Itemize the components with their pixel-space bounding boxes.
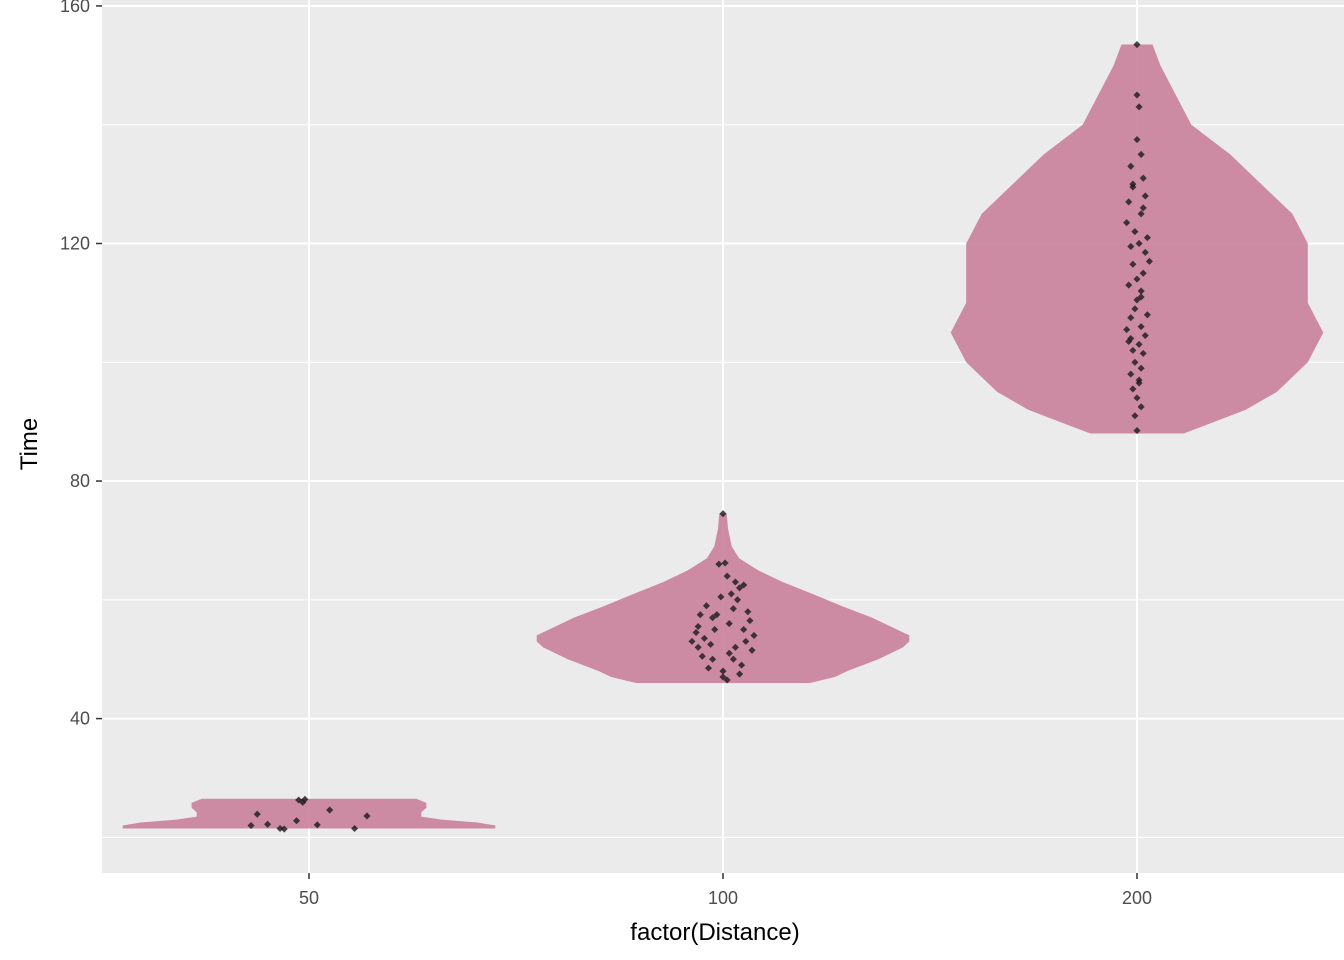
data-point <box>688 637 696 645</box>
violins <box>122 44 1324 829</box>
data-point <box>707 640 715 648</box>
violin-100 <box>536 513 910 683</box>
data-point <box>704 664 713 672</box>
data-point <box>295 796 303 804</box>
data-point <box>700 634 708 642</box>
data-point <box>1131 305 1139 313</box>
data-point <box>351 824 359 833</box>
data-point <box>740 625 748 634</box>
data-point <box>698 652 706 660</box>
data-point <box>748 646 756 654</box>
data-point <box>711 625 719 634</box>
data-point <box>326 806 334 814</box>
data-point <box>709 614 717 622</box>
data-point <box>721 559 729 567</box>
data-point <box>1137 210 1145 218</box>
data-point <box>313 821 321 829</box>
data-point <box>1139 269 1147 277</box>
y-tick-label: 40 <box>70 709 90 729</box>
data-point <box>742 637 750 645</box>
x-tick-label: 200 <box>1122 888 1152 908</box>
data-point <box>1125 281 1133 289</box>
data-point <box>1137 403 1145 411</box>
y-axis: 40 80 120 160 <box>60 0 102 729</box>
x-axis-title: factor(Distance) <box>630 919 799 946</box>
data-point <box>1125 198 1133 206</box>
data-point <box>713 611 721 619</box>
data-point <box>709 655 717 663</box>
data-point <box>729 605 737 613</box>
violin-50 <box>122 798 496 829</box>
data-point <box>696 611 704 619</box>
data-point <box>738 661 746 669</box>
data-point <box>1145 257 1153 265</box>
data-point <box>715 560 723 568</box>
data-point <box>719 673 727 681</box>
data-point <box>727 590 735 598</box>
data-point <box>264 820 272 828</box>
data-point <box>719 510 727 518</box>
data-point <box>280 825 288 833</box>
data-point <box>746 617 754 625</box>
data-point <box>692 628 700 637</box>
data-point <box>736 584 744 592</box>
x-axis: 50 100 200 <box>299 873 1152 908</box>
data-point <box>702 602 710 610</box>
y-tick-label: 160 <box>60 0 90 16</box>
data-point <box>736 670 744 678</box>
data-point <box>694 622 702 631</box>
data-point <box>694 643 702 651</box>
data-point <box>1131 412 1139 420</box>
data-point <box>740 581 748 589</box>
data-point <box>725 649 733 657</box>
data-point <box>1127 242 1135 250</box>
y-tick-label: 120 <box>60 233 90 253</box>
data-point <box>1135 379 1143 387</box>
data-point <box>363 812 371 820</box>
data-point <box>1137 364 1145 372</box>
data-point <box>731 643 739 651</box>
data-point <box>293 817 301 825</box>
y-axis-title: Time <box>16 418 43 470</box>
data-point <box>717 593 725 601</box>
data-point <box>750 631 758 640</box>
data-point <box>301 795 309 803</box>
x-tick-label: 50 <box>299 888 319 908</box>
y-tick-label: 80 <box>70 471 90 491</box>
data-point <box>731 578 739 586</box>
data-point <box>1135 340 1143 348</box>
data-point <box>1137 150 1145 158</box>
data-point <box>725 620 733 628</box>
data-point <box>723 676 731 684</box>
x-tick-label: 100 <box>708 888 738 908</box>
violin-200 <box>950 44 1324 434</box>
data-point <box>744 608 752 616</box>
jitter-points <box>247 40 1153 833</box>
data-point <box>719 667 727 675</box>
data-point <box>723 572 731 580</box>
data-point <box>1133 427 1141 435</box>
data-point <box>729 655 737 663</box>
